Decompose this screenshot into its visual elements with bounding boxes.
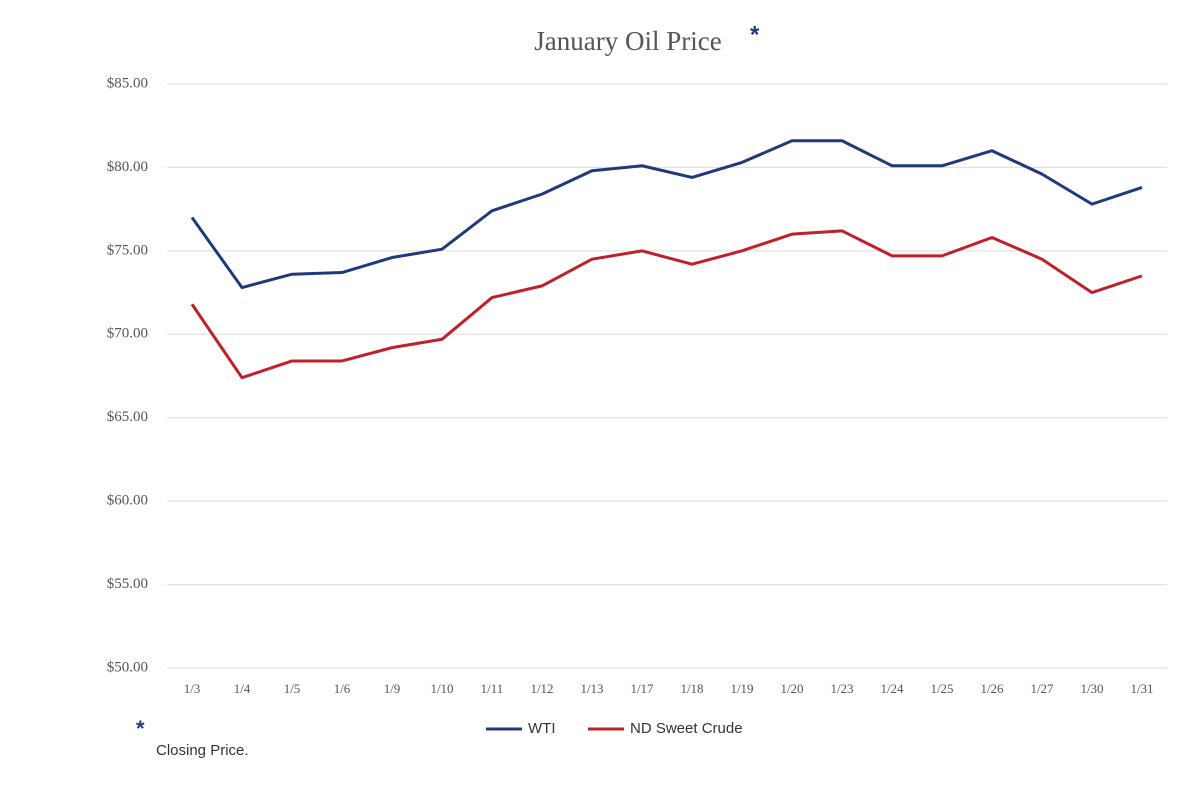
x-tick-label: 1/5 xyxy=(284,681,301,696)
x-tick-label: 1/12 xyxy=(530,681,553,696)
line-series xyxy=(190,139,1143,290)
legend-label: ND Sweet Crude xyxy=(630,720,743,737)
x-tick-label: 1/23 xyxy=(830,681,853,696)
legend-label: WTI xyxy=(528,720,556,737)
y-tick-label: $65.00 xyxy=(107,409,148,425)
y-tick-label: $60.00 xyxy=(107,493,148,509)
x-tick-label: 1/10 xyxy=(430,681,453,696)
x-tick-label: 1/17 xyxy=(630,681,654,696)
x-tick-label: 1/3 xyxy=(184,681,201,696)
x-tick-label: 1/24 xyxy=(880,681,904,696)
x-tick-label: 1/11 xyxy=(481,681,504,696)
x-tick-label: 1/20 xyxy=(780,681,803,696)
line-series xyxy=(190,229,1143,380)
x-tick-label: 1/9 xyxy=(384,681,401,696)
chart-title: January Oil Price xyxy=(534,26,721,56)
title-marker: * xyxy=(750,21,760,48)
y-tick-label: $55.00 xyxy=(107,576,148,592)
x-tick-label: 1/18 xyxy=(680,681,703,696)
x-tick-label: 1/19 xyxy=(730,681,753,696)
x-tick-label: 1/25 xyxy=(930,681,953,696)
footnote-marker: * xyxy=(136,716,145,741)
y-tick-label: $75.00 xyxy=(107,242,148,258)
x-tick-label: 1/26 xyxy=(980,681,1004,696)
x-tick-label: 1/13 xyxy=(580,681,603,696)
x-tick-label: 1/27 xyxy=(1030,681,1054,696)
y-tick-label: $70.00 xyxy=(107,326,148,342)
y-tick-label: $50.00 xyxy=(107,659,148,675)
x-tick-label: 1/4 xyxy=(234,681,251,696)
x-tick-label: 1/31 xyxy=(1130,681,1153,696)
x-tick-label: 1/6 xyxy=(334,681,351,696)
footnote: Closing Price. xyxy=(156,742,249,759)
y-tick-label: $80.00 xyxy=(107,159,148,175)
y-tick-label: $85.00 xyxy=(107,75,148,91)
x-tick-label: 1/30 xyxy=(1080,681,1103,696)
